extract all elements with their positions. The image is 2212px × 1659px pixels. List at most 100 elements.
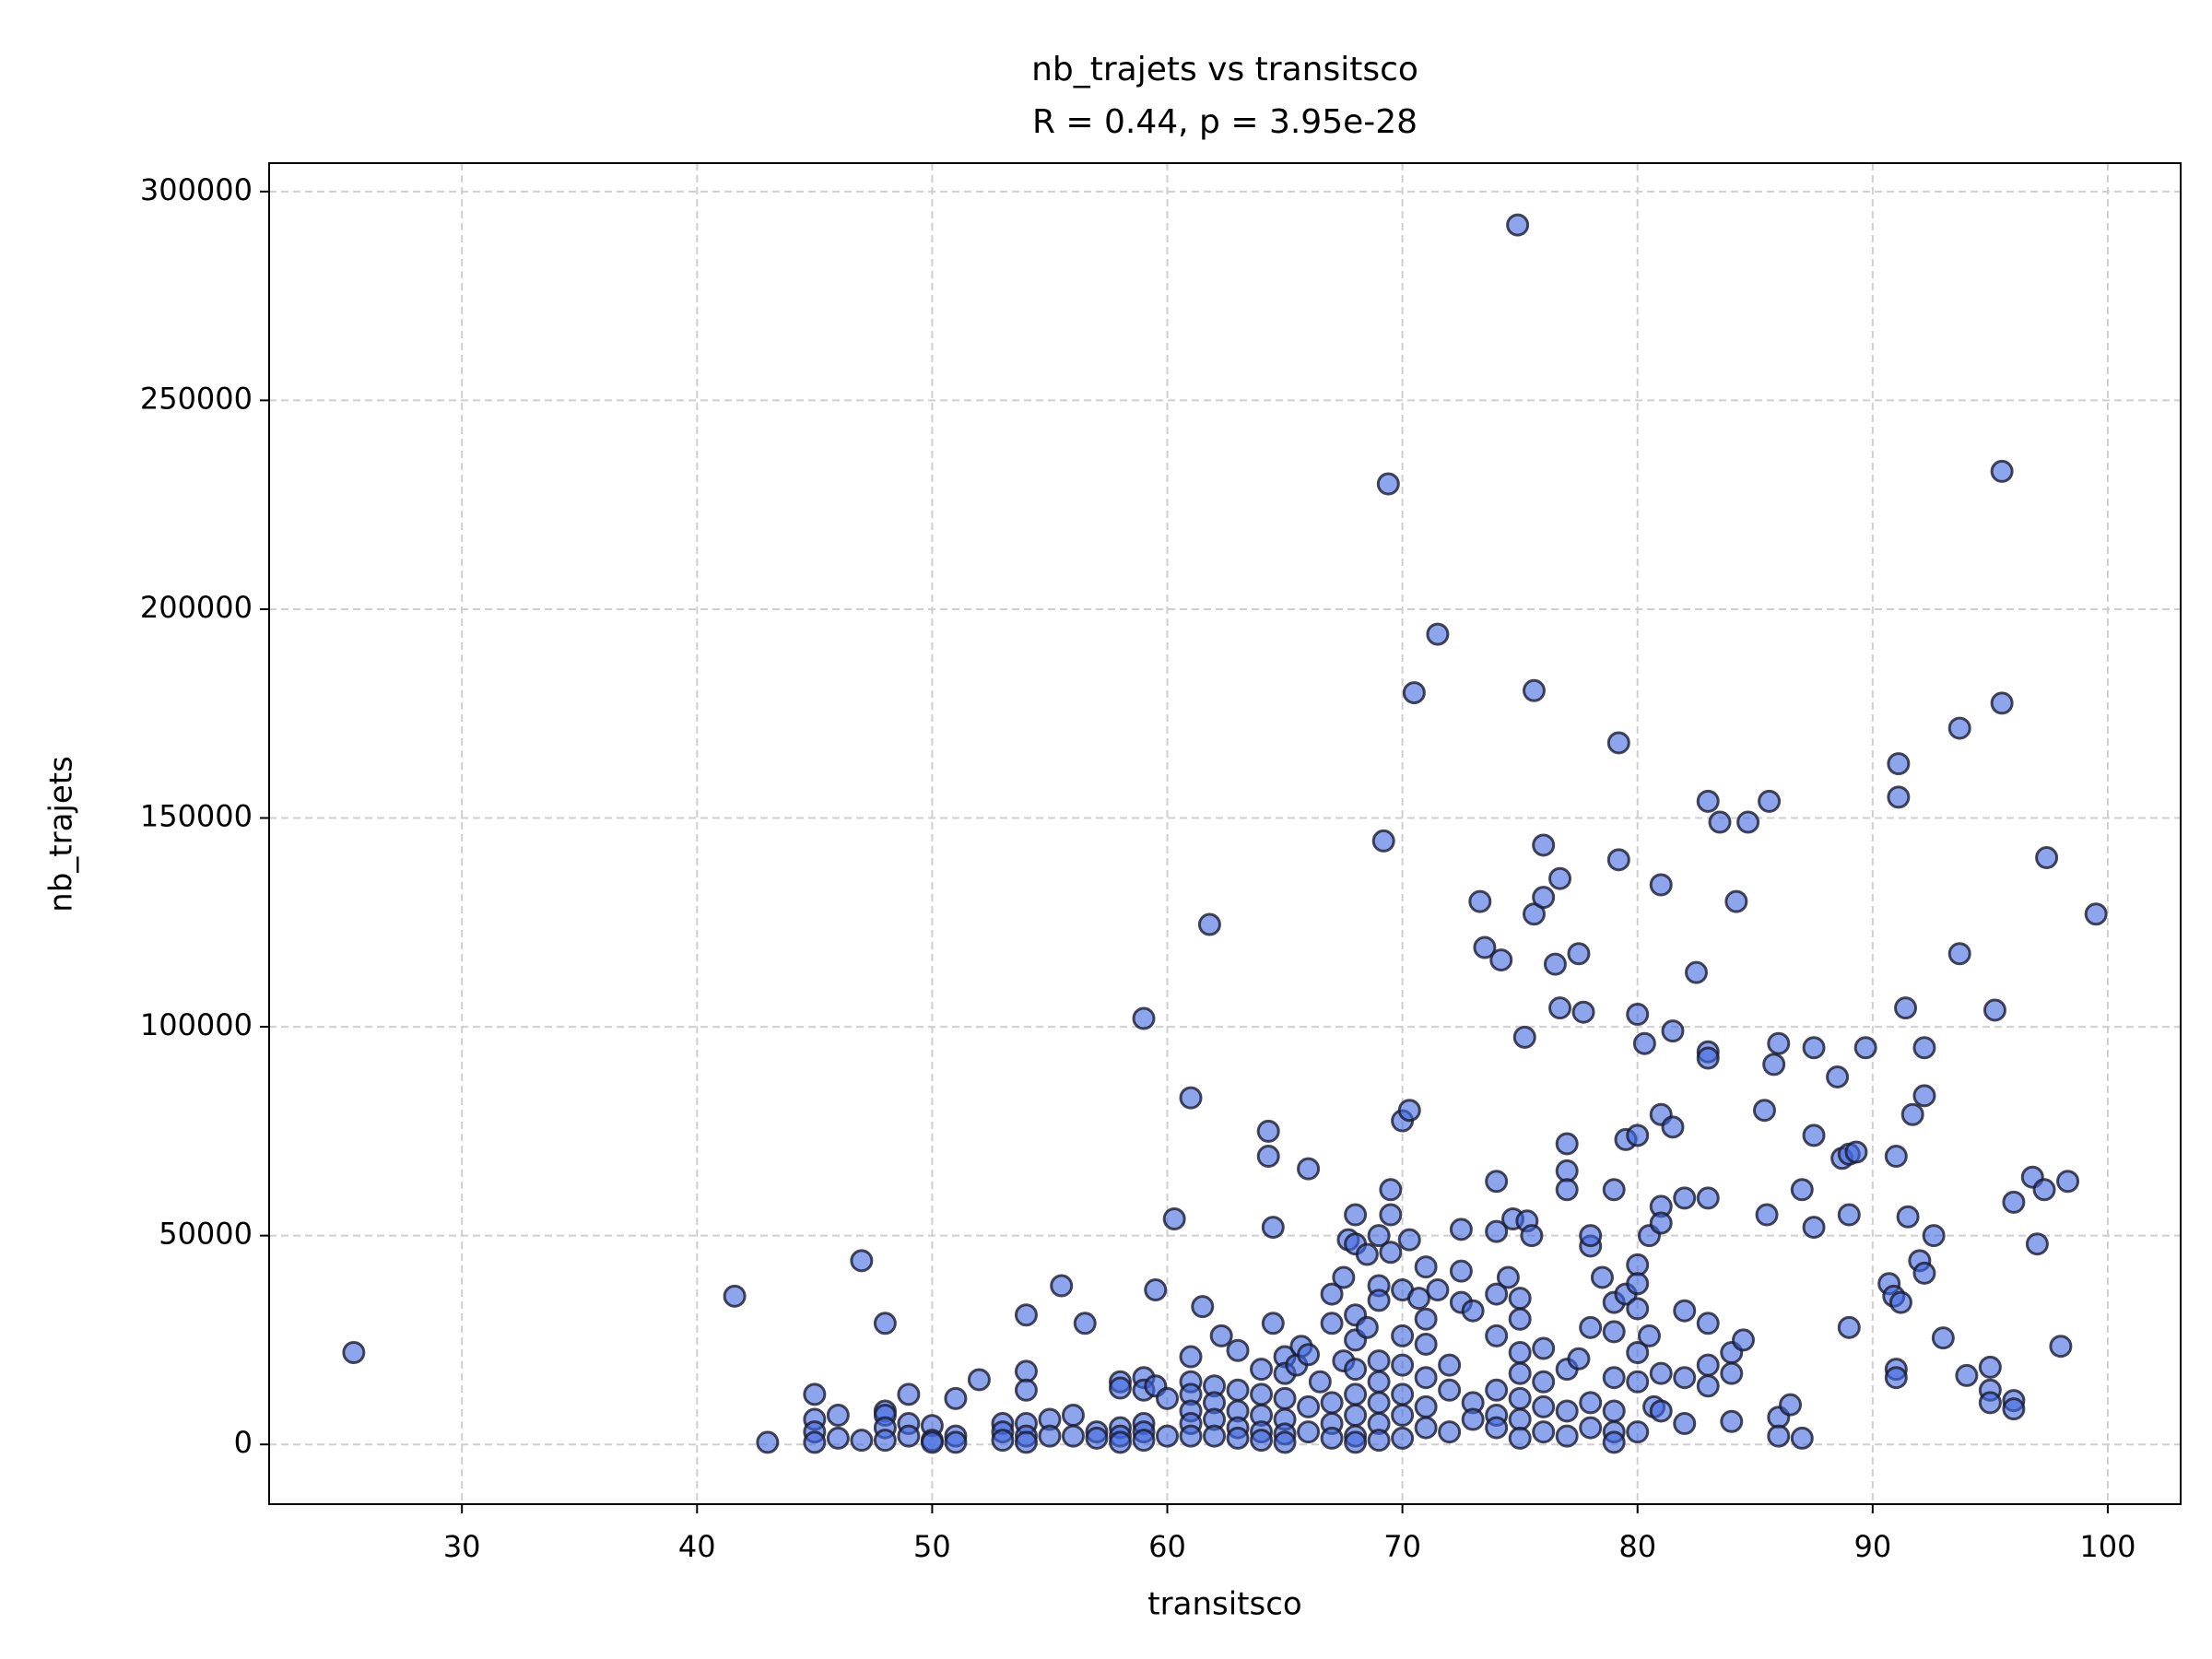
point — [1344, 1403, 1368, 1427]
point — [1155, 1386, 1179, 1410]
point — [1179, 1345, 1203, 1369]
point — [1209, 1324, 1233, 1347]
point — [1256, 1145, 1280, 1169]
point — [1755, 1203, 1779, 1227]
point — [991, 1429, 1015, 1453]
point — [1132, 1006, 1156, 1030]
point — [1197, 912, 1221, 936]
point — [1626, 1370, 1650, 1394]
point — [1720, 1361, 1744, 1385]
point — [1250, 1382, 1274, 1406]
point — [1912, 1261, 1936, 1285]
point — [1887, 785, 1911, 809]
point — [2056, 1170, 2080, 1194]
point — [1696, 789, 1720, 813]
point — [1038, 1424, 1062, 1448]
point — [1061, 1403, 1085, 1427]
point — [1978, 1391, 2002, 1415]
y-tick-label: 200000 — [140, 590, 253, 625]
point — [1508, 1386, 1532, 1410]
point — [1449, 1259, 1473, 1283]
point — [1837, 1203, 1861, 1227]
plot-frame — [268, 162, 2182, 1505]
point — [1532, 886, 1556, 910]
point — [1508, 1407, 1532, 1431]
point — [897, 1382, 921, 1406]
point — [2002, 1397, 2026, 1421]
x-tick-label: 70 — [1383, 1529, 1421, 1564]
point — [1696, 1374, 1720, 1398]
point — [1708, 810, 1732, 834]
point — [1983, 998, 2006, 1022]
point — [1050, 1274, 1074, 1298]
point — [1555, 1178, 1579, 1202]
x-tick-label: 60 — [1148, 1529, 1186, 1564]
point — [1297, 1420, 1321, 1444]
point — [1402, 681, 1426, 705]
point — [1367, 1429, 1391, 1453]
point — [1379, 1178, 1403, 1202]
point — [1414, 1255, 1438, 1279]
point — [1853, 1036, 1877, 1060]
point — [1888, 1290, 1912, 1314]
point — [1397, 1099, 1421, 1123]
point — [1179, 1086, 1203, 1110]
point — [1461, 1407, 1485, 1431]
point — [1637, 1324, 1661, 1347]
point — [1468, 889, 1492, 913]
point — [1414, 1307, 1438, 1331]
point — [1955, 1363, 1979, 1387]
point — [1496, 1265, 1520, 1289]
point — [1790, 1178, 1814, 1202]
point — [2049, 1335, 2073, 1359]
point — [1767, 1424, 1791, 1448]
point — [1947, 716, 1971, 740]
point — [1226, 1426, 1250, 1450]
point — [1367, 1288, 1391, 1312]
point — [1320, 1312, 1344, 1335]
point — [1555, 1159, 1579, 1182]
point — [1736, 810, 1760, 834]
point — [1320, 1282, 1344, 1306]
point — [1320, 1391, 1344, 1415]
point — [1590, 1265, 1614, 1289]
point — [1626, 1420, 1650, 1444]
point — [1696, 1046, 1720, 1070]
point — [1555, 1424, 1579, 1448]
point — [1579, 1416, 1603, 1440]
point — [1947, 942, 1971, 966]
chart-subtitle: R = 0.44, p = 3.95e-28 — [1032, 103, 1418, 141]
point — [1752, 1099, 1776, 1123]
point — [1990, 691, 2014, 715]
point — [1922, 1224, 1946, 1248]
point — [1626, 1297, 1650, 1321]
point — [1532, 1420, 1556, 1444]
point — [1508, 1361, 1532, 1385]
point — [1344, 1203, 1368, 1227]
point — [850, 1429, 874, 1453]
point — [1489, 948, 1513, 972]
point — [1684, 960, 1708, 984]
point — [1391, 1426, 1415, 1450]
point — [944, 1430, 968, 1454]
point — [1367, 1370, 1391, 1394]
point — [826, 1403, 850, 1427]
point — [1406, 1287, 1430, 1311]
point — [1626, 1253, 1650, 1277]
point — [1990, 459, 2014, 483]
point — [1571, 1000, 1595, 1024]
point — [1790, 1426, 1814, 1450]
point — [1696, 1312, 1720, 1335]
point — [1661, 1019, 1685, 1043]
x-tick-label: 40 — [678, 1529, 716, 1564]
y-tick-label: 50000 — [159, 1217, 253, 1252]
point — [1606, 848, 1630, 872]
point — [1673, 1186, 1697, 1210]
x-tick-label: 80 — [1618, 1529, 1656, 1564]
point — [1014, 1359, 1038, 1383]
point — [1532, 1370, 1556, 1394]
point — [2035, 846, 2059, 870]
point — [873, 1312, 897, 1335]
point — [1391, 1403, 1415, 1427]
